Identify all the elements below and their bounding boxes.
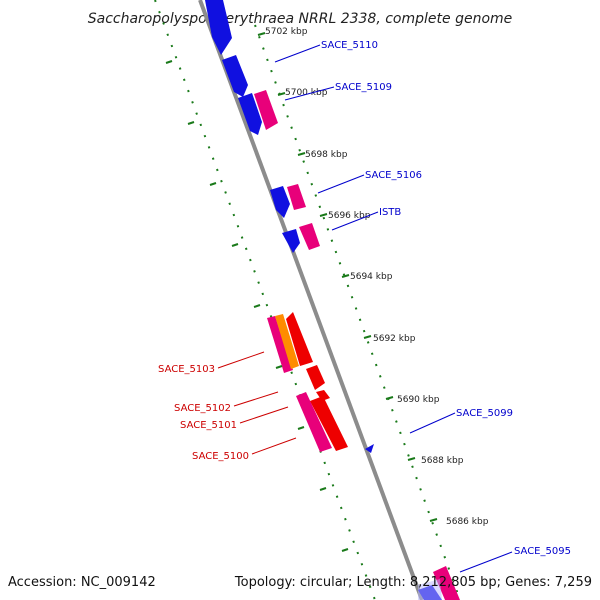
- genome-summary-text: Topology: circular; Length: 8,212,805 bp…: [234, 575, 592, 590]
- tick-label: 5688 kbp: [421, 456, 464, 466]
- gene-reverse-block: [296, 392, 332, 452]
- gene-label-istb[interactable]: ISTB: [379, 207, 401, 218]
- gene-highlight-block: [316, 390, 330, 401]
- accession-text: Accession: NC_009142: [8, 575, 156, 590]
- tick-mark: [319, 213, 328, 217]
- tick-mark: [407, 457, 416, 461]
- tick-label: 5694 kbp: [350, 272, 393, 282]
- gene-forward-arrow: [205, 0, 232, 55]
- tick-label: 5698 kbp: [305, 150, 348, 160]
- gene-label-sace-5099[interactable]: SACE_5099: [456, 408, 513, 419]
- gene-label-sace-5106[interactable]: SACE_5106: [365, 170, 422, 181]
- tick-mark: [363, 335, 372, 339]
- label-leader-line: [274, 44, 321, 63]
- tick-mark: [341, 548, 349, 552]
- tick-label: 5692 kbp: [373, 334, 416, 344]
- tick-mark: [277, 92, 286, 96]
- tick-label: 5702 kbp: [265, 27, 308, 37]
- inner-ticks: [165, 60, 349, 552]
- label-leader-line: [251, 437, 297, 455]
- tick-mark: [297, 426, 305, 430]
- gene-small-marker: [365, 444, 374, 453]
- tick-mark: [257, 32, 266, 36]
- tick-mark: [341, 274, 350, 278]
- tick-mark: [385, 396, 394, 400]
- tick-mark: [209, 182, 217, 186]
- gene-forward-arrow: [270, 186, 290, 218]
- gene-highlight-block: [286, 312, 313, 366]
- tick-mark: [275, 365, 283, 369]
- gene-labels-right: SACE_5110 SACE_5109 SACE_5106 ISTB SACE_…: [274, 40, 571, 573]
- tick-mark: [429, 518, 438, 522]
- label-leader-line: [331, 211, 379, 231]
- label-leader-line: [459, 551, 513, 573]
- label-leader-line: [284, 86, 335, 101]
- gene-label-sace-5109[interactable]: SACE_5109: [335, 82, 392, 93]
- gene-forward-arrow: [222, 55, 248, 97]
- label-leader-line: [409, 412, 456, 434]
- tick-mark: [165, 60, 173, 64]
- tick-mark: [319, 487, 327, 491]
- gene-features: [205, 0, 460, 600]
- kbp-ticks: 5702 kbp 5700 kbp 5698 kbp 5696 kbp 5694…: [257, 27, 489, 527]
- gene-orange-block: [275, 314, 299, 369]
- gene-reverse-block: [267, 316, 293, 373]
- tick-mark: [297, 152, 306, 156]
- gene-forward-arrow: [238, 93, 262, 135]
- gene-label-sace-5101[interactable]: SACE_5101: [180, 420, 237, 431]
- gene-label-sace-5110[interactable]: SACE_5110: [321, 40, 378, 51]
- gene-label-sace-5102[interactable]: SACE_5102: [174, 403, 231, 414]
- gene-reverse-block: [254, 90, 278, 130]
- tick-label: 5700 kbp: [285, 88, 328, 98]
- gene-forward-arrow: [282, 229, 300, 253]
- label-leader-line: [233, 391, 279, 407]
- label-leader-line: [239, 406, 289, 424]
- gene-label-sace-5103[interactable]: SACE_5103: [158, 364, 215, 375]
- tick-mark: [253, 304, 261, 308]
- gene-label-sace-5100[interactable]: SACE_5100: [192, 451, 249, 462]
- gene-reverse-block: [287, 184, 306, 210]
- label-leader-line: [317, 174, 365, 194]
- gene-reverse-block: [299, 223, 320, 250]
- gene-highlight-block: [310, 396, 348, 451]
- gene-labels-left: SACE_5103 SACE_5102 SACE_5101 SACE_5100: [158, 351, 297, 462]
- tick-label: 5696 kbp: [328, 211, 371, 221]
- tick-mark: [187, 121, 195, 125]
- gene-reverse-block: [433, 566, 460, 600]
- tick-mark: [231, 243, 239, 247]
- gene-highlight-block: [306, 365, 325, 390]
- gene-label-sace-5095[interactable]: SACE_5095: [514, 546, 571, 557]
- tick-label: 5686 kbp: [446, 517, 489, 527]
- tick-label: 5690 kbp: [397, 395, 440, 405]
- genome-backbone: [198, 0, 424, 600]
- map-title: Saccharopolyspora erythraea NRRL 2338, c…: [88, 11, 513, 27]
- outer-dotted-ruler: [254, 24, 461, 600]
- label-leader-line: [217, 351, 265, 369]
- gene-shadow-block: [418, 579, 442, 600]
